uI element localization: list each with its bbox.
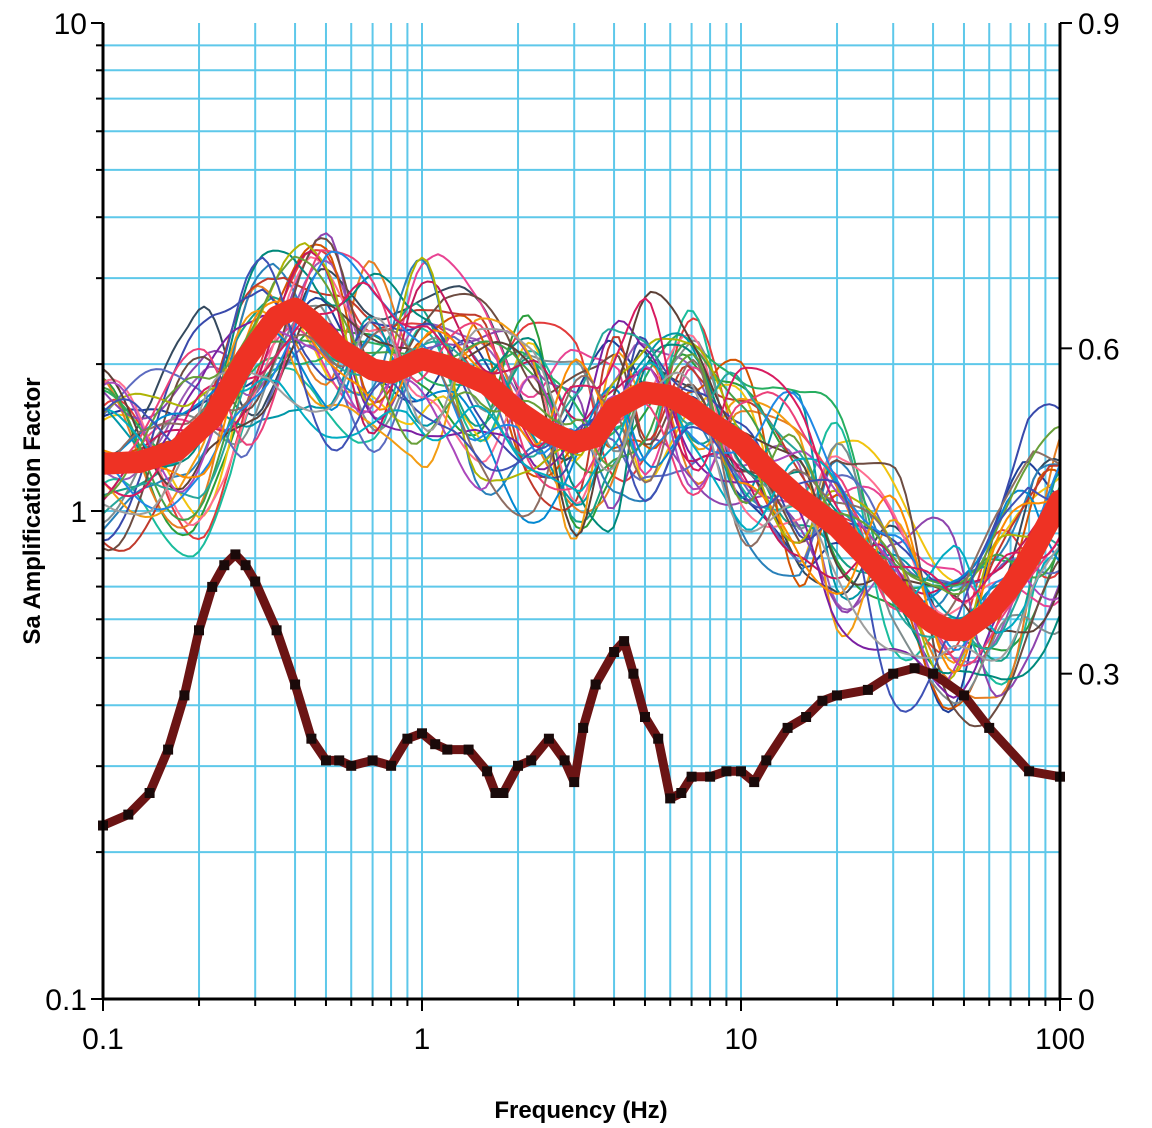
sigma-point — [402, 733, 413, 744]
sigma-point — [179, 690, 190, 701]
sigma-point — [653, 733, 664, 744]
sigma-point — [590, 679, 601, 690]
x-tick-label: 0.1 — [82, 1023, 124, 1056]
sigma-point — [1024, 766, 1035, 777]
y-axis-title: Sa Amplification Factor — [19, 377, 46, 644]
sigma-point — [250, 576, 261, 587]
sigma-point — [801, 712, 812, 722]
sigma-point — [526, 755, 537, 766]
x-tick-label: 100 — [1035, 1023, 1085, 1056]
sigma-point — [782, 722, 793, 733]
sigma-point — [123, 809, 134, 820]
sigma-point — [442, 744, 453, 755]
y-tick-label: 0.1 — [45, 984, 87, 1017]
sigma-point — [928, 668, 939, 679]
sigma-point — [862, 684, 873, 695]
sigma-point — [984, 722, 995, 733]
sigma-point — [219, 560, 230, 571]
sigma-point — [271, 625, 282, 636]
individual-spectrum-line — [103, 313, 1060, 699]
sigma-point — [817, 695, 828, 706]
sigma-point — [888, 668, 899, 679]
sigma-point — [346, 760, 357, 771]
sigma-point — [386, 760, 397, 771]
y2-tick-label: 0 — [1078, 984, 1095, 1017]
sigma-point — [240, 560, 251, 571]
sigma-point — [463, 744, 474, 755]
sigma-point — [569, 777, 580, 788]
sigma-point — [959, 690, 969, 701]
sigma-point — [482, 766, 493, 777]
individual-spectrum-line — [103, 255, 1060, 596]
sigma-point — [163, 744, 174, 755]
sigma-point — [705, 771, 716, 782]
sigma-point — [832, 690, 842, 701]
sigma-point — [334, 755, 345, 766]
sigma-point — [144, 788, 155, 798]
sigma-point — [543, 733, 554, 744]
individual-spectrum-line — [103, 249, 1060, 667]
sigma-point — [619, 636, 630, 647]
sigma-point — [578, 722, 589, 733]
sigma-curve-group — [98, 549, 1065, 831]
sigma-point — [367, 755, 378, 766]
individual-spectrum-line — [103, 256, 1060, 713]
sigma-point — [513, 760, 523, 771]
y2-tick-label: 0.6 — [1078, 333, 1120, 366]
sigma-point — [909, 663, 920, 674]
x-tick-label: 1 — [414, 1023, 431, 1056]
y-tick-label: 1 — [70, 496, 87, 529]
sigma-point — [290, 679, 301, 690]
median-curve-group — [103, 297, 1060, 642]
sigma-point — [628, 668, 639, 679]
individual-spectrum-line — [103, 304, 1060, 705]
median-curve — [103, 297, 1060, 642]
sigma-point — [721, 766, 732, 777]
y2-tick-label: 0.9 — [1078, 8, 1120, 41]
sigma-point — [194, 625, 204, 636]
sigma-point — [749, 777, 760, 788]
axes — [91, 22, 1072, 1011]
sigma-point — [430, 739, 441, 750]
sigma-point — [417, 728, 427, 739]
sigma-point — [230, 549, 241, 560]
sigma-point — [498, 788, 509, 798]
x-tick-label: 10 — [724, 1023, 757, 1056]
sigma-point — [640, 712, 650, 722]
sigma-point — [321, 755, 331, 766]
sigma-point — [686, 771, 697, 782]
sigma-point — [761, 755, 772, 766]
sigma-point — [665, 793, 676, 804]
sigma-point — [736, 766, 746, 777]
sigma-point — [559, 755, 570, 766]
grid — [103, 23, 1060, 999]
y2-tick-label: 0.3 — [1078, 659, 1120, 692]
sigma-point — [676, 788, 687, 798]
sigma-point — [306, 733, 317, 744]
y-tick-label: 10 — [54, 8, 87, 41]
sigma-point — [490, 788, 501, 798]
sigma-point — [609, 647, 620, 657]
sigma-point — [207, 581, 218, 592]
x-axis-title: Frequency (Hz) — [494, 1097, 667, 1124]
